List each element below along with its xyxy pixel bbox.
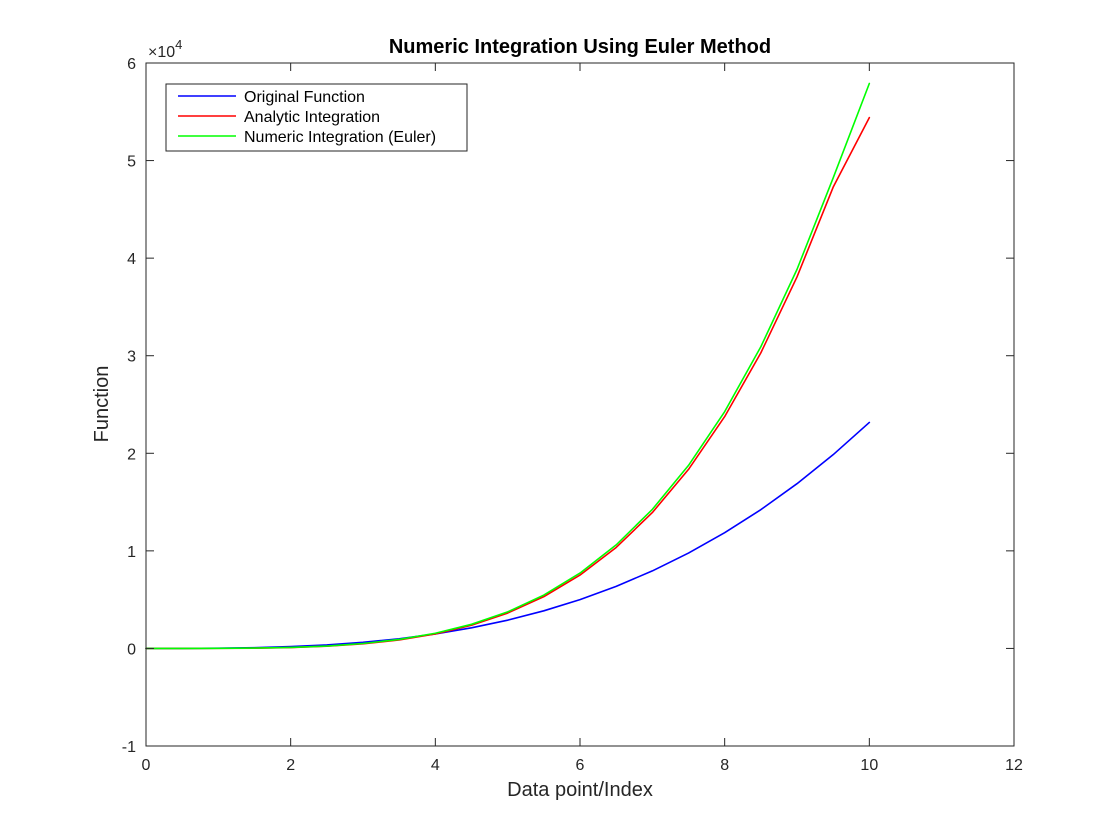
y-exponent-base: ×10 bbox=[148, 44, 175, 61]
y-exponent-label: ×104 bbox=[148, 37, 182, 61]
x-axis-label: Data point/Index bbox=[507, 779, 653, 801]
y-ticks: -1 0 1 2 3 4 5 6 bbox=[122, 56, 1014, 756]
x-tick-label: 4 bbox=[431, 757, 440, 774]
x-ticks: 0 2 4 6 8 10 12 bbox=[142, 63, 1023, 774]
plot-area bbox=[146, 63, 1014, 746]
chart-title: Numeric Integration Using Euler Method bbox=[389, 36, 771, 58]
y-tick-label: 1 bbox=[127, 544, 136, 561]
legend-box bbox=[165, 83, 468, 152]
legend-label-2: Numeric Integration (Euler) bbox=[244, 129, 436, 146]
y-tick-label: 3 bbox=[127, 349, 136, 366]
x-tick-label: 10 bbox=[860, 757, 878, 774]
series-line-2 bbox=[145, 82, 871, 650]
x-tick-label: 8 bbox=[720, 757, 729, 774]
y-exponent-power: 4 bbox=[175, 37, 182, 52]
x-tick-label: 0 bbox=[142, 757, 151, 774]
y-axis-label: Function bbox=[91, 366, 113, 443]
y-tick-label: -1 bbox=[122, 739, 136, 756]
y-tick-label: 5 bbox=[127, 154, 136, 171]
legend-label-1: Analytic Integration bbox=[244, 109, 380, 126]
y-tick-label: 4 bbox=[127, 251, 136, 268]
y-tick-label: 0 bbox=[127, 641, 136, 658]
x-tick-label: 6 bbox=[576, 757, 585, 774]
series-layer bbox=[145, 82, 871, 650]
y-tick-label: 2 bbox=[127, 446, 136, 463]
legend-label-0: Original Function bbox=[244, 89, 365, 106]
x-tick-label: 12 bbox=[1005, 757, 1023, 774]
legend: Original Function Analytic Integration Num… bbox=[165, 83, 468, 152]
x-tick-label: 2 bbox=[286, 757, 295, 774]
y-tick-label: 6 bbox=[127, 56, 136, 73]
